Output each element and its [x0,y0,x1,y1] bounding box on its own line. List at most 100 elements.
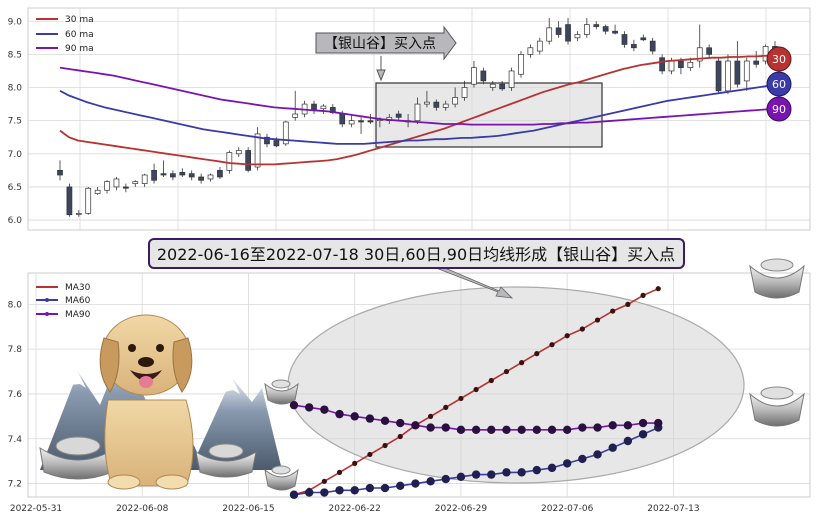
x-tick-label: 2022-05-31 [10,504,62,514]
data-point [335,410,343,418]
y-tick-label: 8.5 [8,50,22,60]
y-tick-label: 7.2 [8,480,22,490]
candle [660,54,665,74]
data-point [457,473,465,481]
dog-tongue [139,376,153,388]
data-point [472,470,480,478]
data-point [442,475,450,483]
data-point [305,488,313,496]
data-point [443,405,448,410]
data-point [428,414,433,419]
data-point [578,455,586,463]
ingot-icon [750,259,804,298]
candle [86,187,91,215]
data-point [654,419,662,427]
y-tick-label: 7.5 [8,117,22,127]
x-tick-label: 2022-06-29 [435,504,488,514]
data-point [502,468,510,476]
y-tick-label: 7.8 [8,345,23,355]
ingot-top-icon [56,437,100,455]
ma-zoom-panel: 7.27.47.67.88.0 2022-05-31 2022-06-08 2022… [8,259,810,514]
data-point [381,417,389,425]
data-point [625,302,630,307]
data-point [595,317,600,322]
data-point [426,477,434,485]
dog-eye-left [128,344,136,352]
data-point [487,470,495,478]
dog-paw-right [156,475,188,489]
y-tick-label: 7.6 [8,390,23,400]
data-point [290,401,298,409]
ma-end-badges: 30 60 90 [767,47,791,121]
y-tick-label: 6.0 [8,216,23,226]
x-tick-label: 2022-07-13 [647,504,699,514]
data-point [411,421,419,429]
data-point [517,468,525,476]
data-point [366,414,374,422]
candle [246,147,251,172]
data-point [533,466,541,474]
data-point [519,360,524,365]
data-point [457,426,465,434]
y-tick-label: 8.0 [8,84,23,94]
data-point [472,426,480,434]
candle [518,51,523,78]
data-point [609,444,617,452]
data-point [624,437,632,445]
dog-nose [138,357,154,367]
top-y-axis: 6.0 6.5 7.0 7.5 8.0 8.5 9.0 [8,17,23,226]
ingot-top-icon [209,444,243,458]
data-point [322,479,327,484]
data-point [624,421,632,429]
data-point [593,423,601,431]
data-point [639,430,647,438]
y-tick-label: 6.5 [8,183,22,193]
data-point [351,412,359,420]
candle [67,184,72,217]
bottom-x-axis: 2022-05-31 2022-06-08 2022-06-15 2022-06-22… [10,504,700,514]
candlestick-panel: 6.06.57.07.58.08.59.0 【银山谷】买入点 30 ma 60 … [8,8,810,230]
legend-marker-ma60 [45,298,49,302]
bottom-y-axis: 7.2 7.4 7.6 7.8 8.0 [8,300,23,489]
candle [716,58,721,94]
x-tick-label: 2022-07-06 [541,504,594,514]
data-point [411,479,419,487]
legend-label-90ma: 90 ma [65,44,94,54]
data-point [533,426,541,434]
data-point [458,396,463,401]
data-point [290,491,298,499]
data-point [504,369,509,374]
y-tick-label: 9.0 [8,17,23,27]
legend-label-ma90: MA90 [65,310,91,320]
legend-label-ma60: MA60 [65,296,91,306]
chart-title: 2022-06-16至2022-07-18 30日,60日,90日均线形成【银山… [157,245,675,264]
dog-eye-right [156,344,164,352]
data-point [580,326,585,331]
data-point [474,387,479,392]
data-point [578,423,586,431]
silver-valley-ellipse [288,287,744,483]
data-point [337,470,342,475]
data-point [396,482,404,490]
data-point [442,423,450,431]
badge-90-label: 90 [772,103,786,116]
candle [283,121,288,146]
x-tick-label: 2022-06-15 [222,504,274,514]
legend-label-ma30: MA30 [65,283,91,293]
data-point [335,486,343,494]
data-point [320,488,328,496]
data-point [517,426,525,434]
y-tick-label: 7.0 [8,150,23,160]
title-banner: 2022-06-16至2022-07-18 30日,60日,90日均线形成【银山… [149,239,684,268]
data-point [502,426,510,434]
data-point [351,486,359,494]
data-point [366,484,374,492]
x-tick-label: 2022-06-22 [329,504,381,514]
legend-label-60ma: 60 ma [65,30,94,40]
candle [509,68,514,91]
data-point [305,403,313,411]
data-point [320,405,328,413]
data-point [639,419,647,427]
